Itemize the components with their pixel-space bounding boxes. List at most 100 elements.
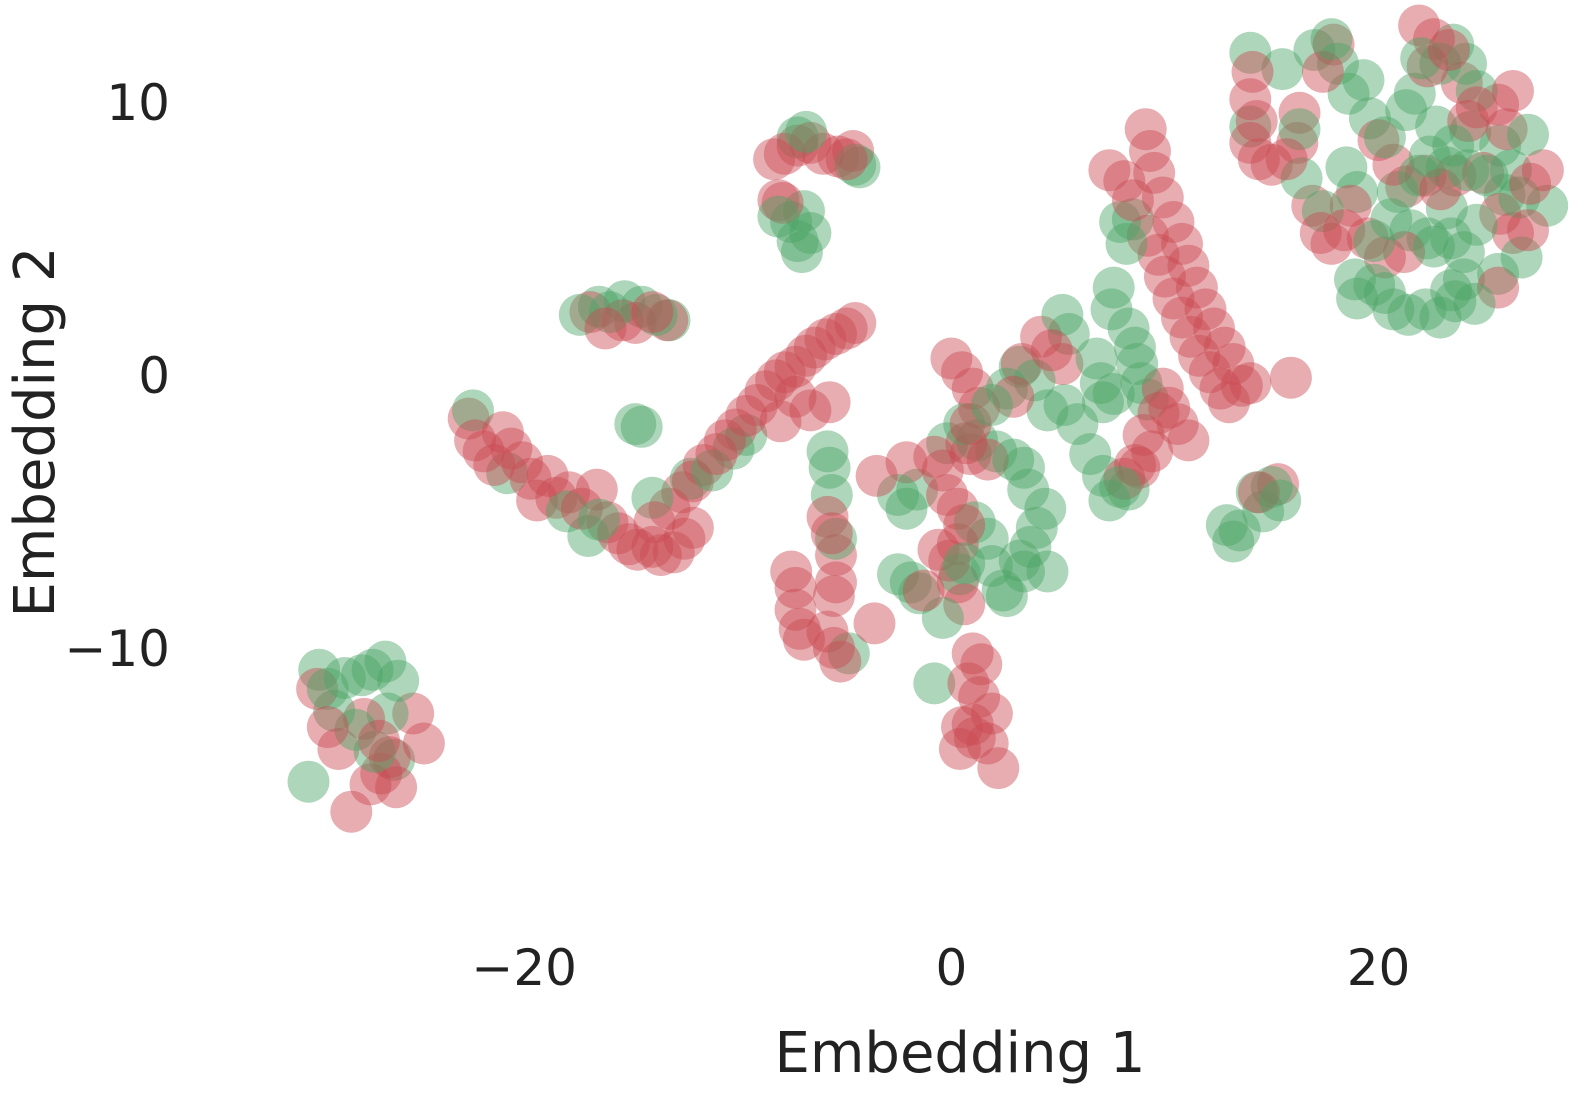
scatter-point-green	[1430, 217, 1473, 260]
scatter-point-green	[340, 654, 383, 697]
scatter-point-green	[1003, 550, 1045, 593]
scatter-point-green	[323, 657, 366, 699]
scatter-point-red	[806, 495, 849, 538]
scatter-point-green	[364, 640, 407, 683]
scatter-point-green	[1261, 48, 1304, 91]
scatter-point-green	[1229, 31, 1272, 74]
scatter-point-green	[1466, 154, 1509, 197]
scatter-point-red	[462, 430, 505, 473]
scatter-point-red	[966, 438, 1009, 481]
scatter-point-red	[607, 523, 650, 566]
scatter-point-red	[368, 736, 411, 779]
scatter-point-red	[763, 132, 806, 175]
scatter-point-red	[1419, 168, 1462, 211]
scatter-point-red	[774, 375, 817, 418]
scatter-point-red	[671, 460, 714, 503]
scatter-point-green	[1334, 258, 1376, 301]
scatter-point-green	[306, 667, 349, 710]
scatter-point-red	[812, 626, 855, 669]
scatter-point-red	[1462, 151, 1505, 194]
scatter-point-green	[558, 293, 601, 336]
scatter-point-green	[998, 345, 1041, 388]
scatter-point-green	[776, 116, 819, 159]
scatter-point-red	[652, 531, 695, 574]
scatter-point-green	[691, 449, 734, 492]
scatter-point-red	[1208, 381, 1250, 424]
scatter-point-green	[1278, 108, 1321, 151]
scatter-point-red	[671, 506, 714, 549]
scatter-point-green	[1342, 59, 1385, 102]
scatter-point-red	[949, 403, 992, 446]
scatter-point-red	[1114, 444, 1156, 486]
scatter-point-red	[785, 334, 828, 377]
scatter-point-red	[375, 766, 418, 809]
scatter-point-green	[1370, 198, 1413, 241]
scatter-point-green	[1400, 37, 1443, 80]
scatter-point-green	[1013, 359, 1056, 402]
scatter-point-green	[1453, 282, 1496, 325]
scatter-point-red	[958, 386, 1001, 429]
scatter-point-green	[631, 476, 674, 519]
scatter-point-red	[317, 728, 360, 770]
scatter-point-green	[757, 195, 800, 238]
scatter-point-red	[1509, 162, 1552, 205]
scatter-point-red	[402, 722, 445, 765]
scatter-point-red	[343, 697, 386, 740]
scatter-point-green	[614, 403, 657, 446]
scatter-point-red	[945, 422, 988, 465]
scatter-point-red	[1152, 201, 1195, 243]
scatter-point-green	[1015, 506, 1058, 549]
scatter-point-red	[926, 474, 969, 516]
scatter-point-green	[1003, 446, 1045, 489]
scatter-point-green	[1430, 269, 1473, 312]
scatter-point-red	[1312, 23, 1355, 66]
y-tick-label: −10	[64, 620, 170, 678]
scatter-point-green	[648, 299, 691, 342]
scatter-point-red	[601, 299, 644, 342]
scatter-point-green	[992, 438, 1035, 481]
scatter-point-green	[1229, 105, 1272, 148]
scatter-point-green	[1353, 220, 1396, 263]
scatter-point-red	[1220, 364, 1263, 407]
scatter-point-green	[1442, 231, 1485, 274]
scatter-point-red	[663, 517, 706, 560]
scatter-point-green	[1212, 520, 1255, 563]
scatter-point-red	[1161, 296, 1203, 339]
scatter-point-red	[490, 427, 533, 470]
scatter-point-red	[1250, 143, 1293, 186]
scatter-point-green	[452, 389, 494, 432]
scatter-point-red	[1231, 50, 1274, 93]
scatter-point-red	[1167, 419, 1210, 462]
scatter-point-red	[481, 411, 524, 454]
scatter-point-green	[1336, 277, 1379, 320]
scatter-point-green	[827, 632, 870, 675]
scatter-point-red	[1398, 4, 1441, 47]
scatter-point-red	[949, 433, 992, 476]
scatter-point-green	[1398, 154, 1441, 197]
scatter-point-green	[1415, 105, 1458, 148]
y-tick-label: 0	[138, 347, 170, 405]
scatter-point-green	[545, 490, 588, 533]
scatter-point-green	[1372, 288, 1415, 331]
scatter-point-green	[1479, 124, 1522, 167]
scatter-point-red	[970, 692, 1013, 735]
scatter-point-red	[1291, 184, 1334, 227]
scatter-point-red	[966, 722, 1009, 765]
scatter-point-green	[810, 474, 853, 516]
scatter-point-red	[753, 138, 796, 181]
scatter-point-red	[1141, 367, 1184, 410]
scatter-point-red	[1041, 343, 1084, 385]
x-tick-label: 20	[1347, 939, 1411, 997]
scatter-point-red	[774, 345, 817, 388]
scatter-point-red	[682, 444, 725, 486]
scatter-point-red	[774, 588, 817, 631]
scatter-point-green	[1500, 236, 1543, 279]
scatter-point-green	[1099, 201, 1142, 243]
scatter-point-red	[1118, 446, 1161, 489]
scatter-point-green	[780, 231, 823, 274]
scatter-point-green	[1477, 252, 1520, 295]
scatter-point-green	[351, 648, 394, 691]
scatter-point-green	[1393, 72, 1436, 115]
